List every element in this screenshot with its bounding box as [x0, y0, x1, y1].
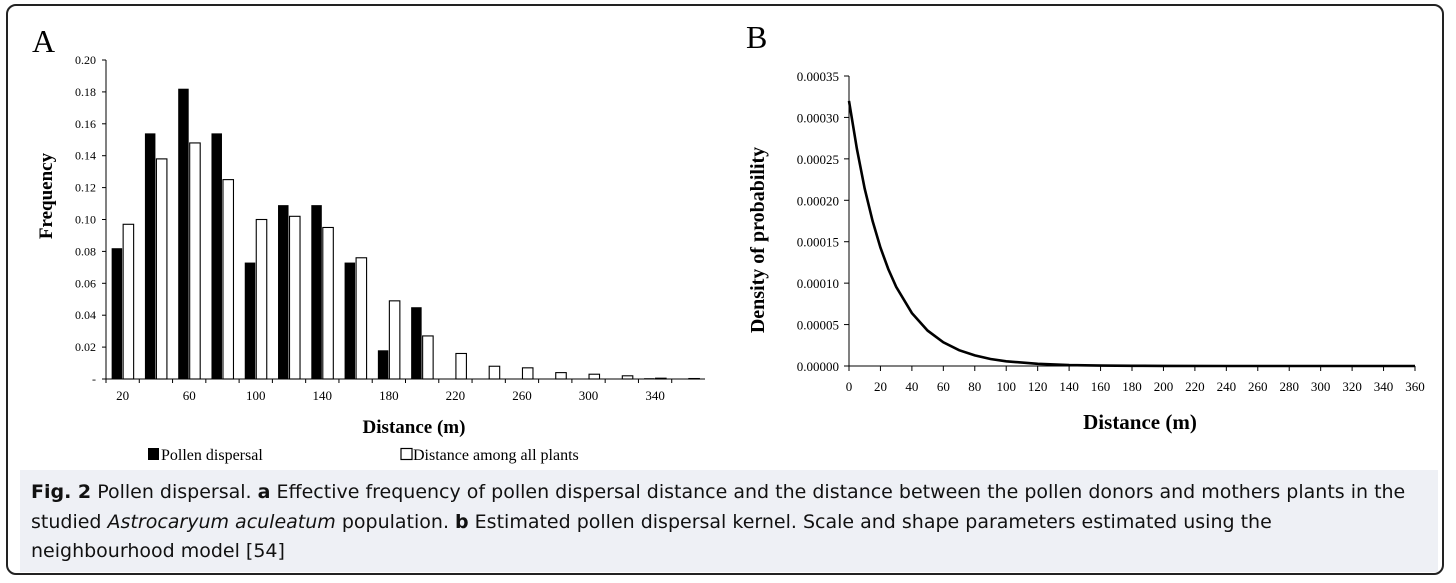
x-axis-label-b: Distance (m)	[1083, 410, 1197, 434]
bar-distance-among-plants	[621, 375, 634, 380]
bar-pollen-dispersal	[144, 133, 156, 379]
bar-pollen-dispersal	[178, 88, 189, 380]
y-tick-label-a: 0.14	[75, 149, 96, 163]
caption-a-label: a	[257, 481, 271, 503]
caption-background	[20, 470, 1438, 572]
y-tick-label-b: 0.00030	[797, 110, 839, 125]
legend-swatch-distance	[400, 447, 413, 461]
x-tick-label-b: 300	[1311, 379, 1331, 394]
panel-letter-a: A	[32, 23, 55, 59]
y-tick-label-a: -	[92, 372, 96, 386]
bar-pollen-dispersal	[644, 378, 655, 379]
x-tick-label-b: 80	[968, 379, 981, 394]
bar-distance-among-plants	[222, 179, 235, 380]
y-axis-label-b: Density of probability	[747, 147, 769, 333]
bar-distance-among-plants	[455, 352, 467, 380]
y-tick-label-a: 0.10	[75, 213, 96, 227]
panel-letter-b: B	[746, 19, 767, 55]
x-tick-label-a: 220	[446, 388, 466, 403]
y-tick-label-a: 0.06	[75, 276, 96, 290]
y-tick-label-b: 0.00035	[797, 69, 839, 84]
x-tick-label-a: 60	[183, 388, 196, 403]
bar-distance-among-plants	[155, 158, 168, 380]
bar-distance-among-plants	[322, 226, 334, 380]
x-tick-label-b: 240	[1217, 379, 1237, 394]
caption-text-1: Effective frequency of pollen dispersal …	[31, 481, 1406, 533]
x-axis-label-a: Distance (m)	[363, 417, 466, 438]
x-tick-label-a: 340	[645, 388, 665, 403]
x-tick-label-b: 360	[1405, 379, 1425, 394]
caption-b-label: b	[455, 510, 469, 533]
bar-distance-among-plants	[422, 335, 434, 380]
y-axis-label-a: Frequency	[36, 152, 57, 239]
y-tick-label-b: 0.00020	[797, 193, 839, 208]
x-tick-label-b: 220	[1185, 379, 1205, 394]
y-tick-label-a: 0.16	[75, 117, 96, 131]
y-tick-label-b: 0.00000	[797, 359, 839, 374]
y-tick-label-b: 0.00005	[797, 318, 839, 333]
legend-label-pollen: Pollen dispersal	[161, 447, 263, 464]
bar-distance-among-plants	[288, 215, 301, 380]
y-tick-label-b: 0.00025	[797, 152, 839, 167]
x-tick-label-b: 120	[1028, 379, 1048, 394]
x-tick-label-b: 320	[1342, 379, 1362, 394]
legend-label-distance: Distance among all plants	[413, 447, 579, 464]
caption-species: Astrocaryum aculeatum	[107, 510, 336, 533]
density-curve	[847, 100, 1415, 368]
legend-swatch-pollen	[148, 448, 159, 460]
bar-pollen-dispersal	[411, 307, 422, 379]
bar-pollen-dispersal	[278, 205, 289, 379]
caption-fig-label: Fig. 2	[31, 481, 92, 503]
x-tick-label-b: 340	[1374, 379, 1394, 394]
bar-distance-among-plants	[255, 218, 268, 380]
bar-distance-among-plants	[655, 377, 667, 380]
bar-pollen-dispersal	[211, 133, 222, 379]
x-tick-label-a: 180	[379, 388, 399, 403]
bar-distance-among-plants	[555, 372, 567, 380]
y-tick-label-a: 0.04	[75, 308, 96, 322]
caption-text-2: population.	[335, 510, 456, 533]
y-tick-label-a: 0.12	[75, 181, 96, 195]
x-tick-label-a: 260	[512, 388, 532, 403]
x-tick-label-a: 20	[116, 388, 129, 403]
bar-pollen-dispersal	[244, 262, 256, 379]
x-tick-label-b: 260	[1248, 379, 1268, 394]
bar-distance-among-plants	[388, 300, 401, 380]
bar-distance-among-plants	[588, 373, 601, 380]
bar-pollen-dispersal	[377, 350, 389, 379]
x-tick-label-b: 40	[905, 379, 918, 394]
y-tick-label-a: 0.20	[75, 53, 96, 67]
figure-frame	[6, 4, 1444, 575]
bar-distance-among-plants	[355, 257, 368, 380]
bar-distance-among-plants	[488, 365, 501, 380]
bar-distance-among-plants	[521, 367, 534, 380]
x-tick-label-a: 300	[579, 388, 599, 403]
y-tick-label-a: 0.18	[75, 85, 96, 99]
x-tick-label-b: 60	[937, 379, 950, 394]
x-tick-label-b: 0	[846, 379, 853, 394]
chart-b: B 0.00000 0.00005 0.00010 0.00015 0.00020 0.0…	[746, 19, 1425, 434]
caption-title: Pollen dispersal.	[91, 481, 258, 503]
y-tick-label-b: 0.00015	[797, 235, 839, 250]
y-tick-label-b: 0.00010	[797, 276, 839, 291]
bar-pollen-dispersal	[111, 248, 123, 379]
x-tick-label-b: 20	[874, 379, 887, 394]
x-tick-label-b: 280	[1279, 379, 1299, 394]
bar-distance-among-plants	[122, 223, 135, 380]
x-tick-label-b: 140	[1059, 379, 1079, 394]
chart-a: A - 0.02 0.04 0.06 0.08 0.10 0.12 0.14 0.16 0.18 0…	[32, 23, 705, 464]
bar-distance-among-plants	[189, 142, 201, 380]
x-tick-label-b: 100	[996, 379, 1016, 394]
bar-pollen-dispersal	[344, 262, 356, 379]
x-tick-label-a: 100	[246, 388, 266, 403]
x-tick-label-a: 140	[313, 388, 333, 403]
y-tick-label-a: 0.08	[75, 244, 96, 258]
caption-text-3: Estimated pollen dispersal kernel. Scale…	[31, 510, 1272, 563]
x-tick-label-b: 180	[1122, 379, 1142, 394]
figure-caption: Fig. 2 Pollen dispersal. a Effective fre…	[31, 478, 1421, 567]
y-tick-label-a: 0.02	[75, 340, 96, 354]
x-tick-label-b: 200	[1154, 379, 1174, 394]
bar-pollen-dispersal	[311, 205, 322, 379]
x-tick-label-b: 160	[1091, 379, 1111, 394]
